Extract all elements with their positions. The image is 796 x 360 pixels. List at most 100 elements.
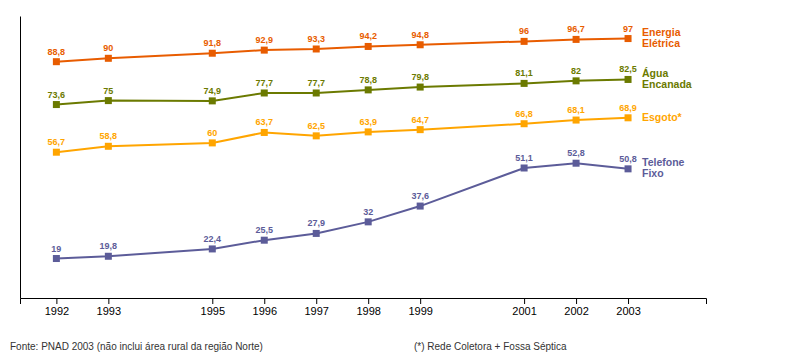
point-marker — [625, 35, 632, 42]
x-tick-mark — [212, 298, 213, 304]
point-marker — [261, 47, 268, 54]
series-line — [56, 79, 628, 104]
point-marker — [625, 76, 632, 83]
x-tick: 2003 — [616, 298, 640, 317]
point-marker — [625, 165, 632, 172]
data-label: 56,7 — [48, 137, 66, 147]
point-marker — [625, 114, 632, 121]
data-label: 73,6 — [48, 90, 66, 100]
point-marker — [261, 89, 268, 96]
footer-note: (*) Rede Coletora + Fossa Séptica — [414, 341, 567, 352]
footer-note: Fonte: PNAD 2003 (não inclui área rural … — [10, 341, 263, 352]
point-marker — [365, 43, 372, 50]
x-tick: 2001 — [512, 298, 536, 317]
texts: 88,89091,892,993,394,294,89696,797Energi… — [48, 24, 692, 254]
x-tick-label: 1995 — [201, 305, 225, 317]
x-tick: 2002 — [564, 298, 588, 317]
point-marker — [365, 128, 372, 135]
data-label: 77,7 — [255, 78, 273, 88]
data-label: 50,8 — [619, 154, 637, 164]
data-label: 96,7 — [567, 24, 585, 34]
point-marker — [209, 245, 216, 252]
x-tick-mark — [576, 298, 577, 304]
point-marker — [209, 97, 216, 104]
data-label: 82,5 — [619, 64, 637, 74]
data-label: 79,8 — [411, 72, 429, 82]
data-label: 51,1 — [515, 153, 533, 163]
data-label: 93,3 — [307, 34, 325, 44]
x-axis-line — [21, 299, 707, 305]
x-axis: 1992 1993 1995 1996 1997 1998 1999 2001 2002 2003 — [21, 298, 707, 317]
series-label: TelefoneFixo — [642, 156, 685, 179]
point-marker — [573, 160, 580, 167]
data-label: 88,8 — [48, 47, 66, 57]
data-label: 82 — [571, 66, 581, 76]
data-label: 81,1 — [515, 68, 533, 78]
data-label: 91,8 — [204, 38, 222, 48]
x-tick: 1995 — [201, 298, 225, 317]
x-tick-label: 1993 — [97, 305, 121, 317]
data-label: 62,5 — [307, 121, 325, 131]
point-marker — [573, 36, 580, 43]
point-marker — [53, 255, 60, 262]
plot: 1992199319951996199719981999200120022003… — [21, 17, 707, 317]
point-marker — [417, 41, 424, 48]
series-marks — [53, 35, 632, 262]
point-marker — [209, 139, 216, 146]
x-tick-mark — [316, 298, 317, 304]
series-line — [56, 118, 628, 152]
point-marker — [417, 126, 424, 133]
x-tick-mark — [368, 298, 369, 304]
point-marker — [313, 45, 320, 52]
x-tick: 1999 — [408, 298, 432, 317]
x-tick: 1993 — [97, 298, 121, 317]
x-tick-mark — [420, 298, 421, 304]
point-marker — [365, 86, 372, 93]
data-label: 22,4 — [204, 234, 222, 244]
data-label: 97 — [623, 24, 633, 34]
point-marker — [365, 218, 372, 225]
point-marker — [53, 58, 60, 65]
data-label: 77,7 — [307, 78, 325, 88]
x-tick-label: 1992 — [45, 305, 69, 317]
point-marker — [105, 143, 112, 150]
point-marker — [417, 203, 424, 210]
data-label: 92,9 — [255, 35, 273, 45]
data-label: 52,8 — [567, 148, 585, 158]
data-label: 68,9 — [619, 103, 637, 113]
data-label: 94,2 — [359, 31, 377, 41]
data-label: 27,9 — [307, 218, 325, 228]
data-label: 19 — [51, 244, 61, 254]
x-tick-label: 2001 — [512, 305, 536, 317]
x-tick: 1998 — [356, 298, 380, 317]
point-marker — [313, 89, 320, 96]
x-tick: 1997 — [304, 298, 328, 317]
data-label: 64,7 — [411, 115, 429, 125]
data-label: 58,8 — [100, 131, 118, 141]
data-label: 96 — [519, 26, 529, 36]
series-label: Esgoto* — [642, 111, 683, 123]
data-label: 32 — [363, 207, 373, 217]
point-marker — [521, 164, 528, 171]
data-label: 60 — [207, 128, 217, 138]
point-marker — [261, 129, 268, 136]
data-label: 63,9 — [359, 117, 377, 127]
x-tick-mark — [628, 298, 629, 304]
x-tick-mark — [264, 298, 265, 304]
x-tick-mark — [56, 298, 57, 304]
x-tick: 1992 — [45, 298, 69, 317]
series-label: ÁguaEncanada — [642, 67, 692, 90]
y-axis-line — [20, 17, 21, 299]
data-label: 63,7 — [255, 117, 273, 127]
series-line — [56, 163, 628, 258]
data-label: 25,5 — [255, 225, 273, 235]
data-label: 66,8 — [515, 109, 533, 119]
point-marker — [53, 149, 60, 156]
x-tick-label: 1999 — [408, 305, 432, 317]
point-marker — [573, 77, 580, 84]
point-marker — [521, 120, 528, 127]
x-tick: 1996 — [253, 298, 277, 317]
data-label: 37,6 — [411, 191, 429, 201]
data-label: 90 — [103, 43, 113, 53]
x-tick-mark — [108, 298, 109, 304]
